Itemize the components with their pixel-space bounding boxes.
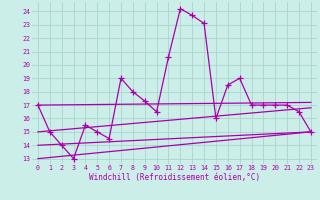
X-axis label: Windchill (Refroidissement éolien,°C): Windchill (Refroidissement éolien,°C): [89, 173, 260, 182]
